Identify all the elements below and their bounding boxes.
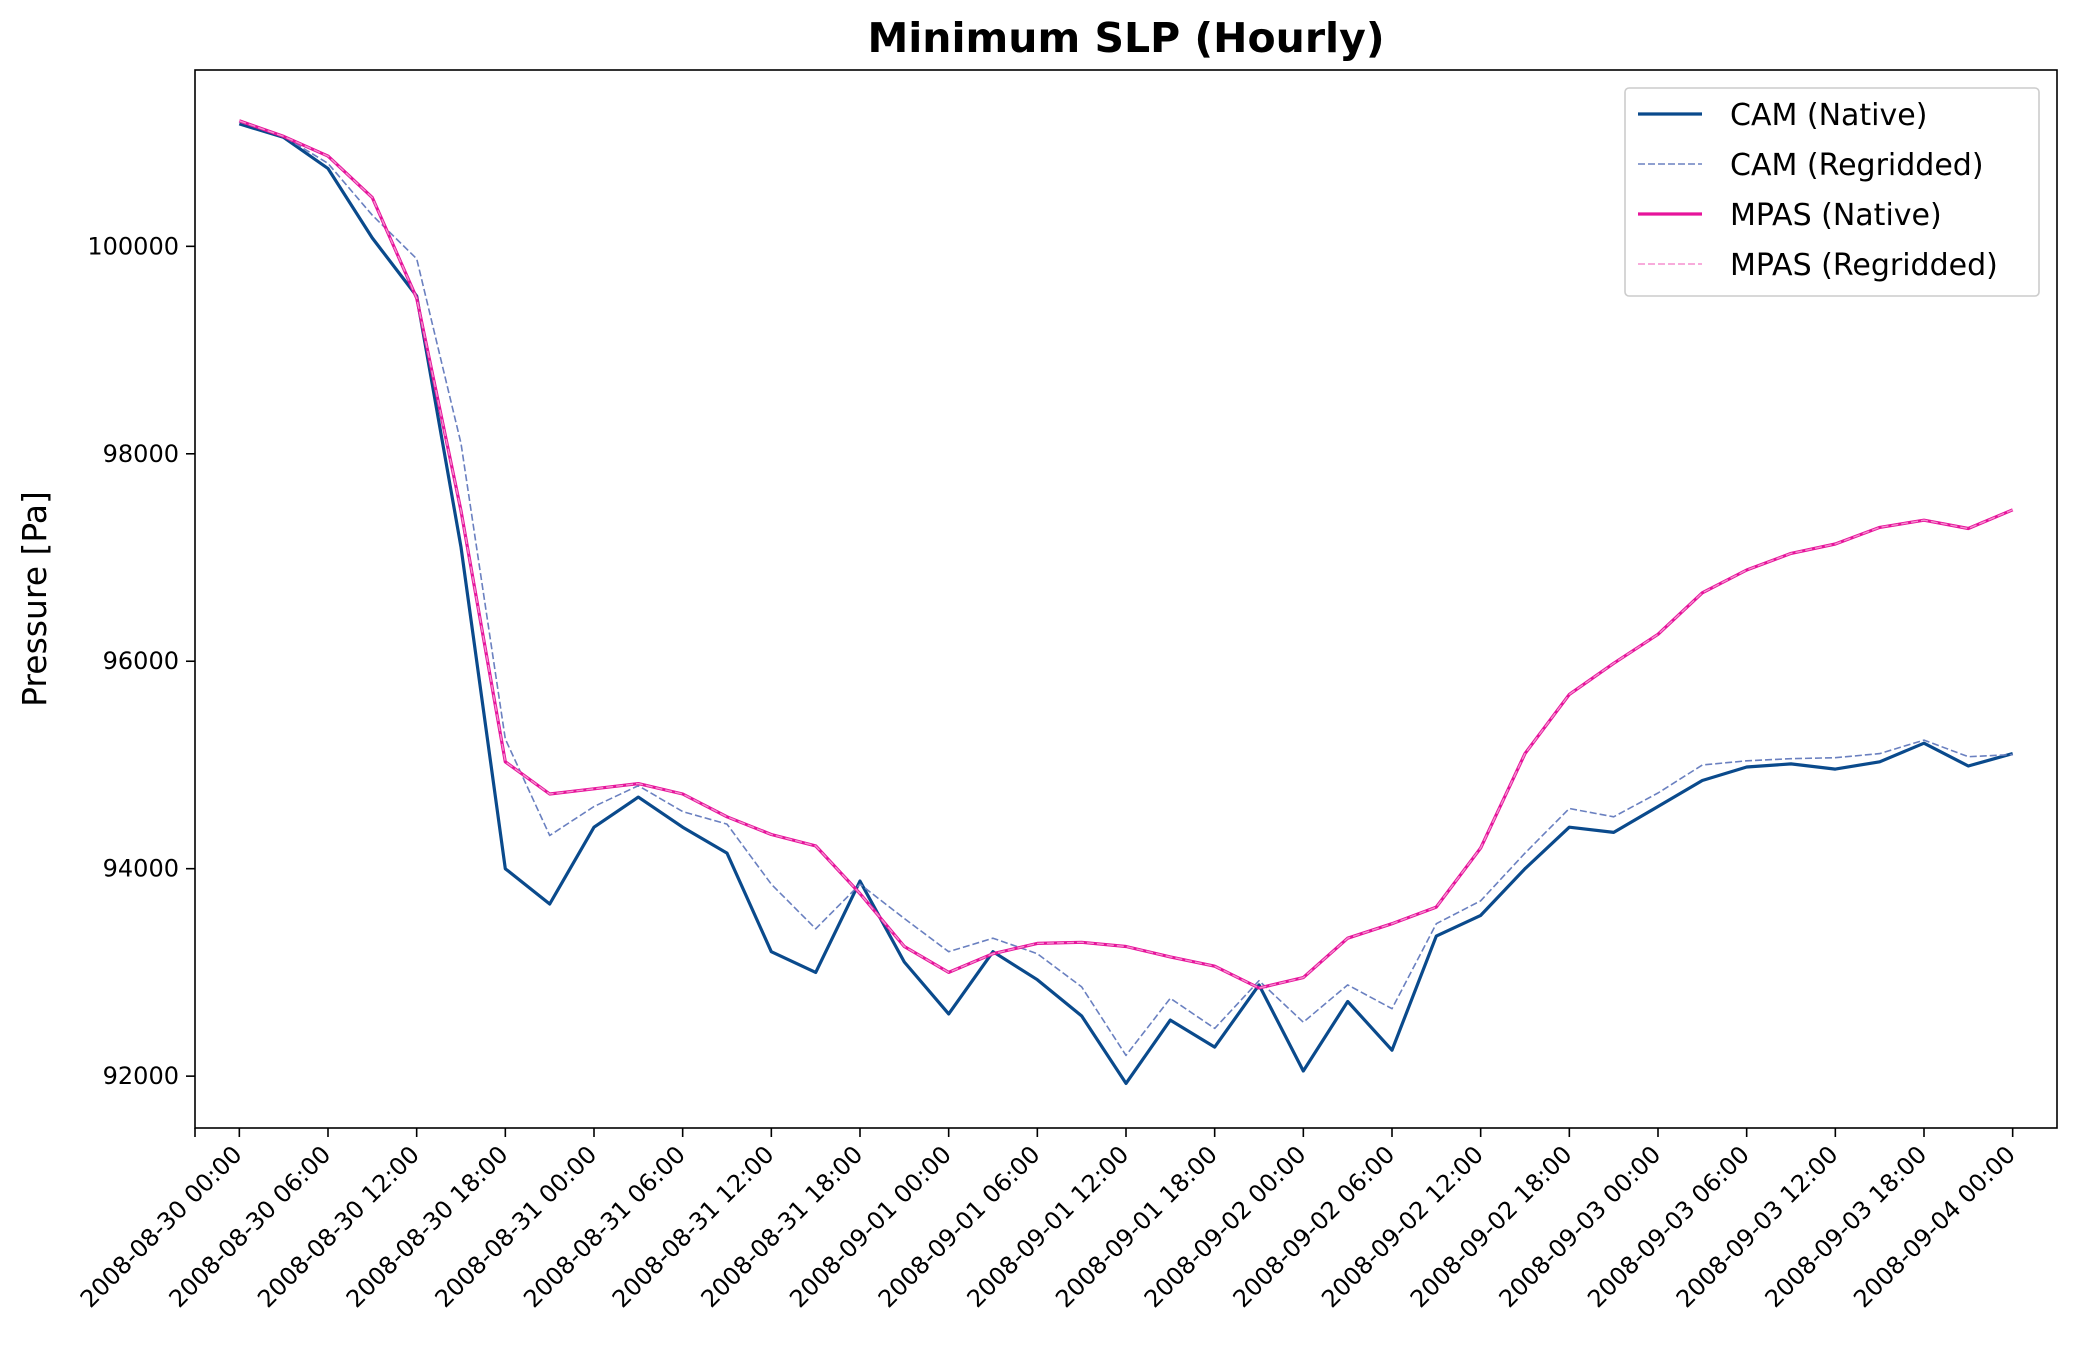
y-tick-label: 98000 bbox=[103, 440, 179, 468]
y-axis-label: Pressure [Pa] bbox=[15, 491, 54, 707]
legend-label: MPAS (Native) bbox=[1730, 198, 1942, 233]
chart-title: Minimum SLP (Hourly) bbox=[867, 14, 1384, 62]
legend-label: CAM (Regridded) bbox=[1730, 148, 1984, 183]
series-line-cam-native bbox=[238, 122, 2014, 1086]
y-axis: 92000 94000 96000 98000 100000 bbox=[87, 232, 195, 1090]
y-tick-label: 94000 bbox=[103, 855, 179, 883]
legend-label: CAM (Native) bbox=[1730, 98, 1927, 133]
plot-area-frame bbox=[194, 69, 2058, 1129]
legend: CAM (Native) CAM (Regridded) MPAS (Native)… bbox=[1624, 87, 2040, 297]
series-line-mpas-regridded bbox=[239, 120, 2013, 989]
legend-box bbox=[1624, 87, 2040, 297]
series-line-cam-regridded bbox=[239, 121, 2013, 1057]
y-tick-label: 96000 bbox=[103, 647, 179, 675]
legend-label: MPAS (Regridded) bbox=[1730, 248, 1998, 283]
series-layer bbox=[238, 119, 2014, 1086]
y-tick-label: 100000 bbox=[87, 232, 179, 260]
y-tick-label: 92000 bbox=[103, 1062, 179, 1090]
